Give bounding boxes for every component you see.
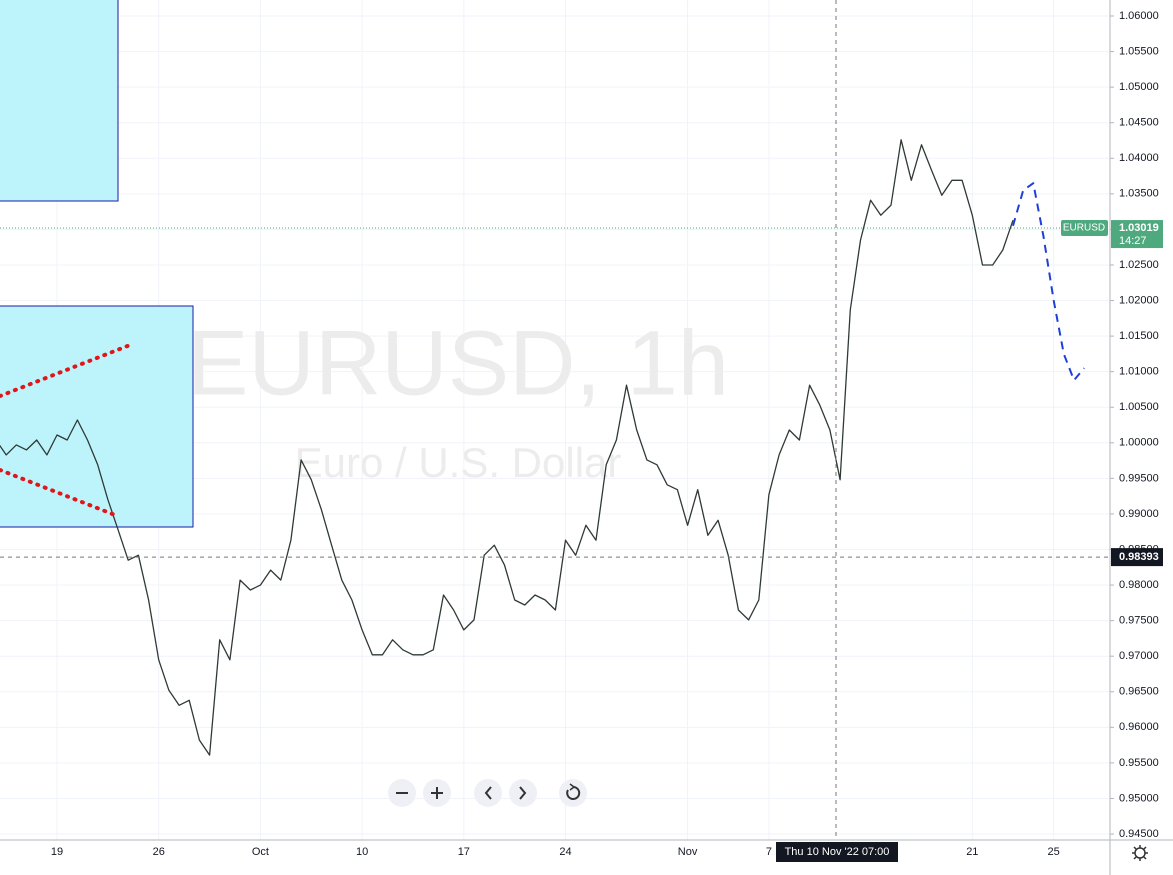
y-tick-label: 0.96000 — [1119, 721, 1159, 733]
plot — [0, 139, 1110, 756]
rectangle-drawing — [0, 0, 119, 202]
y-tick-label: 1.01500 — [1119, 330, 1159, 342]
countdown: 14:27 — [1119, 235, 1147, 247]
y-tick-label: 1.06000 — [1119, 10, 1159, 22]
icon — [519, 786, 527, 800]
y-tick-label: 0.99500 — [1119, 472, 1159, 484]
x-tick-label: 25 — [1048, 846, 1060, 858]
reset-button[interactable] — [559, 779, 587, 807]
price-line — [0, 139, 1014, 756]
time-axis — [0, 840, 1173, 875]
axes: 0.94500 0.95000 0.95500 0.96000 0.96500 0.970… — [51, 10, 1163, 858]
symbol-tag-box — [1061, 220, 1108, 237]
settings-button[interactable] — [1132, 845, 1148, 861]
y-tick-label: 0.99000 — [1119, 508, 1159, 520]
crosshair-price-box — [1111, 548, 1163, 567]
y-tick-label: 1.03500 — [1119, 188, 1159, 200]
y-tick-label: 1.00000 — [1119, 437, 1159, 449]
x-tick-label: 26 — [153, 846, 165, 858]
x-tick-label: 10 — [356, 846, 368, 858]
price-axis — [1110, 0, 1173, 875]
symbol-tag: EURUSD — [1063, 223, 1105, 234]
y-tick-label: 1.05500 — [1119, 45, 1159, 57]
scroll-right-button[interactable] — [509, 779, 537, 807]
rectangle-drawing — [0, 305, 194, 528]
x-tick-label: 17 — [458, 846, 470, 858]
trend-line-drawing — [0, 468, 117, 517]
x-tick-label: 24 — [559, 846, 571, 858]
x-tick-label: Nov — [678, 846, 698, 858]
scroll-left-button[interactable] — [474, 779, 502, 807]
icon — [484, 786, 492, 800]
y-tick-label: 1.00500 — [1119, 401, 1159, 413]
watermark-title: EURUSD, 1h — [187, 312, 729, 414]
last-price-box — [1111, 220, 1163, 249]
x-tick-label: 19 — [51, 846, 63, 858]
y-tick-label: 1.02500 — [1119, 259, 1159, 271]
icon — [431, 787, 443, 799]
y-tick-label: 1.02000 — [1119, 294, 1159, 306]
y-tick-label: 0.95500 — [1119, 757, 1159, 769]
y-tick-label: 0.98000 — [1119, 579, 1159, 591]
watermark-subtitle: Euro / U.S. Dollar — [295, 439, 622, 486]
trend-line-drawing — [0, 343, 132, 398]
icon — [1132, 845, 1148, 861]
zoom-toolbar — [388, 779, 587, 807]
y-tick-label: 1.01000 — [1119, 366, 1159, 378]
crosshair-price-label: 0.98393 — [1119, 551, 1159, 563]
icon — [396, 792, 408, 794]
x-tick-label: Oct — [252, 846, 269, 858]
x-tick-label: 21 — [966, 846, 978, 858]
y-tick-label: 1.04000 — [1119, 152, 1159, 164]
icon — [566, 785, 581, 800]
y-tick-label: 0.94500 — [1119, 828, 1159, 840]
x-tick-label: 7 — [766, 846, 772, 858]
crosshair-time-box — [776, 842, 898, 862]
y-tick-label: 0.97500 — [1119, 615, 1159, 627]
crosshair-time: Thu 10 Nov '22 07:00 — [785, 846, 890, 858]
icon — [569, 783, 576, 791]
forecast-line — [1012, 182, 1085, 382]
y-tick-label: 0.96500 — [1119, 686, 1159, 698]
y-tick-label: 1.05000 — [1119, 81, 1159, 93]
last-price-label: 1.03019 — [1119, 222, 1159, 234]
y-tick-label: 0.97000 — [1119, 650, 1159, 662]
y-tick-label: 0.95000 — [1119, 792, 1159, 804]
y-tick-label: 1.04500 — [1119, 117, 1159, 129]
